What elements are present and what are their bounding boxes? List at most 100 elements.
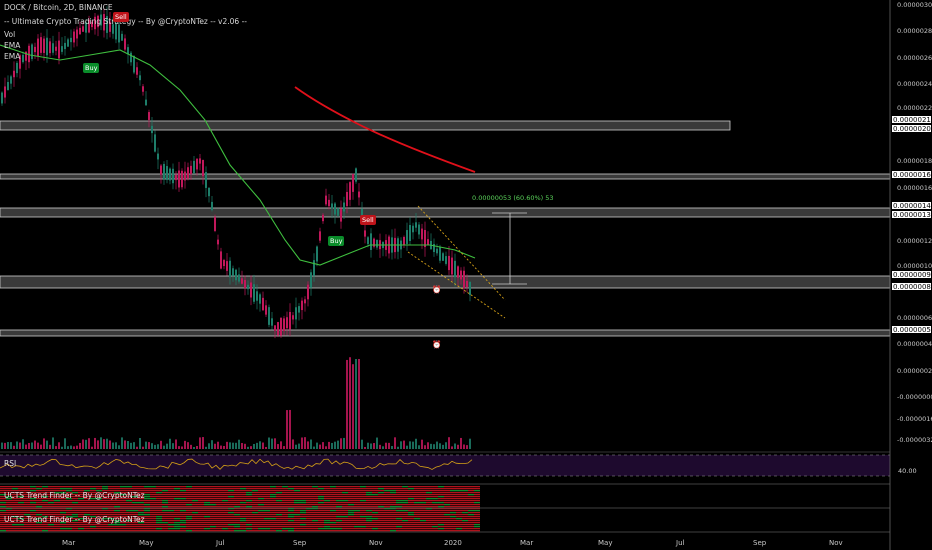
trend-cell (390, 516, 396, 518)
trend-cell (192, 514, 198, 516)
trend-cell (96, 520, 102, 522)
alarm-clock-icon[interactable]: ⏰ (432, 340, 442, 349)
trend-cell (120, 520, 126, 522)
trend-cell (150, 498, 156, 500)
trend-cell (24, 524, 30, 526)
trend-cell (348, 528, 354, 530)
trend-cell (270, 488, 276, 490)
trend-cell (84, 494, 90, 496)
ema-legend-2[interactable]: EMA (4, 52, 21, 61)
trend-cell (6, 494, 12, 496)
trend-cell (354, 486, 360, 488)
trend-cell (378, 528, 384, 530)
trend-cell (234, 496, 240, 498)
trend-cell (234, 516, 240, 518)
trend-cell (330, 524, 336, 526)
trend-cell (120, 508, 126, 510)
trend-cell (0, 512, 6, 514)
trend-cell (456, 498, 462, 500)
trend-cell (426, 508, 432, 510)
trend-cell (306, 528, 312, 530)
trend-cell (162, 524, 168, 526)
trend-cell (90, 512, 96, 514)
trend-cell (144, 504, 150, 506)
volume-bar (202, 437, 204, 449)
symbol-title[interactable]: DOCK / Bitcoin, 2D, BINANCE (4, 3, 113, 12)
trend-cell (366, 520, 372, 522)
trend-cell (192, 524, 198, 526)
trend-cell (330, 522, 336, 524)
trend-cell (54, 502, 60, 504)
trend-cell (210, 490, 216, 492)
volume-bar (163, 445, 165, 449)
trend-cell (126, 512, 132, 514)
trend-cell (48, 510, 54, 512)
volume-bar (382, 446, 384, 449)
trend-cell (258, 512, 264, 514)
trend-cell (96, 506, 102, 508)
trend-cell (204, 494, 210, 496)
trend-cell (300, 512, 306, 514)
volume-bar (58, 442, 60, 449)
trend-cell (24, 526, 30, 528)
trend-cell (96, 486, 102, 488)
volume-legend[interactable]: Vol (4, 30, 16, 39)
volume-bar (391, 446, 393, 449)
trend-cell (408, 496, 414, 498)
trend-cell (414, 506, 420, 508)
trend-cell (234, 500, 240, 502)
alarm-clock-icon[interactable]: ⏰ (432, 285, 442, 294)
trend-cell (348, 488, 354, 490)
volume-bar (322, 442, 324, 449)
trend-cell (60, 506, 66, 508)
trend-cell (144, 512, 150, 514)
trend-finder-title[interactable]: UCTS Trend Finder -- By @CryptoNTez (4, 515, 145, 524)
trend-cell (264, 506, 270, 508)
price-candle (217, 239, 219, 245)
trend-cell (204, 516, 210, 518)
trend-cell (174, 496, 180, 498)
volume-bar (295, 444, 297, 449)
trend-cell (246, 526, 252, 528)
trend-cell (78, 510, 84, 512)
trend-cell (114, 494, 120, 496)
trend-cell (468, 528, 474, 530)
trend-cell (348, 514, 354, 516)
volume-bar (454, 443, 456, 449)
trend-cell (288, 526, 294, 528)
trend-cell (366, 512, 372, 514)
trend-cell (432, 528, 438, 530)
trend-cell (354, 510, 360, 512)
trend-cell (300, 524, 306, 526)
trend-cell (186, 508, 192, 510)
trend-cell (228, 522, 234, 524)
rsi-title[interactable]: RSI (4, 459, 17, 468)
trend-cell (438, 496, 444, 498)
trend-cell (180, 506, 186, 508)
ema-legend-1[interactable]: EMA (4, 41, 21, 50)
trend-cell (264, 486, 270, 488)
volume-bar (112, 442, 114, 449)
trend-cell (168, 508, 174, 510)
trend-cell (468, 518, 474, 520)
price-candle (118, 24, 120, 43)
trend-cell (468, 508, 474, 510)
trend-cell (150, 500, 156, 502)
trend-cell (48, 508, 54, 510)
trend-cell (432, 502, 438, 504)
trend-cell (378, 514, 384, 516)
trend-cell (366, 522, 372, 524)
trend-cell (474, 508, 480, 510)
trend-cell (174, 488, 180, 490)
trend-cell (432, 500, 438, 502)
trend-cell (144, 490, 150, 492)
trend-cell (120, 500, 126, 502)
trend-cell (336, 526, 342, 528)
price-candle (22, 54, 24, 63)
price-candle (175, 174, 177, 181)
trend-cell (288, 502, 294, 504)
trend-finder-title[interactable]: UCTS Trend Finder -- By @CryptoNTez (4, 491, 145, 500)
trend-cell (474, 486, 480, 488)
